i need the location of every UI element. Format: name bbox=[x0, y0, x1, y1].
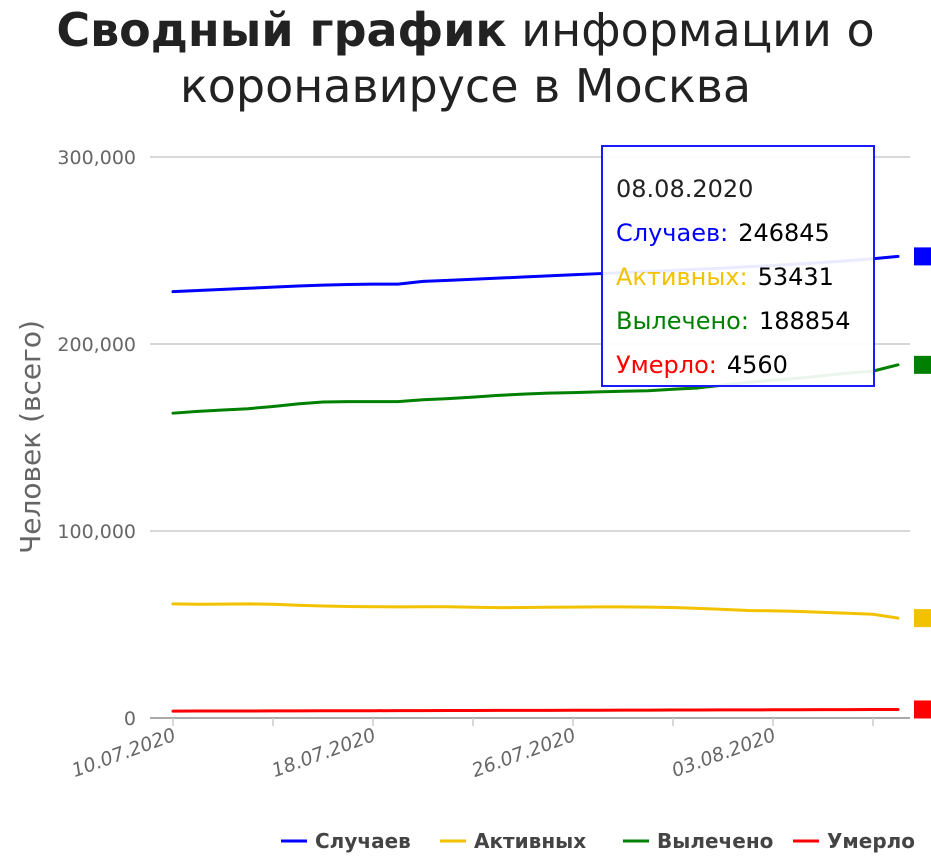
tooltip-row-active: Активных: 53431 bbox=[616, 255, 873, 299]
legend-label: Случаев bbox=[315, 829, 411, 853]
tooltip-value: 246845 bbox=[738, 219, 830, 247]
series-end-marker bbox=[914, 247, 931, 266]
tooltip-value: 53431 bbox=[757, 263, 834, 291]
series-end-marker bbox=[914, 700, 931, 719]
legend-label: Умерло bbox=[827, 829, 915, 853]
tooltip-row-died: Умерло: 4560 bbox=[616, 343, 873, 387]
series-end-marker bbox=[914, 355, 931, 374]
x-tick-label: 03.08.2020 bbox=[669, 724, 779, 782]
series-end-markers bbox=[914, 247, 931, 719]
series-end-marker bbox=[914, 609, 931, 628]
legend-item: Активных bbox=[440, 829, 586, 853]
tooltip-label: Случаев: bbox=[616, 219, 729, 247]
x-tick-label: 26.07.2020 bbox=[469, 724, 579, 782]
x-axis: 10.07.2020 18.07.2020 26.07.2020 03.08.2020 bbox=[69, 718, 874, 782]
chart-title-bold: Сводный график bbox=[56, 3, 507, 57]
tooltip-label: Вылечено: bbox=[616, 307, 749, 335]
series-line bbox=[171, 707, 900, 713]
tooltip: 08.08.2020 Случаев: 246845 Активных: 53431… bbox=[601, 145, 875, 387]
legend-item: Вылечено bbox=[623, 829, 773, 853]
y-tick-label: 300,000 bbox=[57, 147, 136, 169]
tooltip-value: 4560 bbox=[726, 351, 788, 379]
legend-label: Вылечено bbox=[657, 829, 773, 853]
y-tick-label: 0 bbox=[124, 708, 136, 730]
legend-item: Случаев bbox=[281, 829, 411, 853]
legend-item: Умерло bbox=[793, 829, 915, 853]
y-axis-label: Человек (всего) bbox=[14, 320, 47, 554]
tooltip-value: 188854 bbox=[758, 307, 851, 335]
legend-label: Активных bbox=[474, 829, 586, 853]
x-tick-label: 18.07.2020 bbox=[269, 724, 379, 782]
x-tick-label: 10.07.2020 bbox=[69, 724, 179, 782]
chart-title-rest: информации о коронавирусе в Москва bbox=[179, 3, 875, 113]
tooltip-label: Умерло: bbox=[616, 351, 717, 379]
y-tick-label: 100,000 bbox=[57, 521, 136, 543]
y-tick-label: 200,000 bbox=[57, 334, 136, 356]
legend: Случаев Активных Вылечено Умерло bbox=[281, 829, 915, 853]
y-axis-ticks: 0 100,000 200,000 300,000 bbox=[57, 147, 136, 730]
tooltip-label: Активных: bbox=[616, 263, 748, 291]
tooltip-row-recovered: Вылечено: 188854 bbox=[616, 299, 873, 343]
chart-title: Сводный график информации о коронавирусе… bbox=[0, 2, 931, 114]
tooltip-date: 08.08.2020 bbox=[616, 175, 754, 203]
series-line bbox=[171, 602, 900, 620]
tooltip-row-cases: Случаев: 246845 bbox=[616, 211, 873, 255]
